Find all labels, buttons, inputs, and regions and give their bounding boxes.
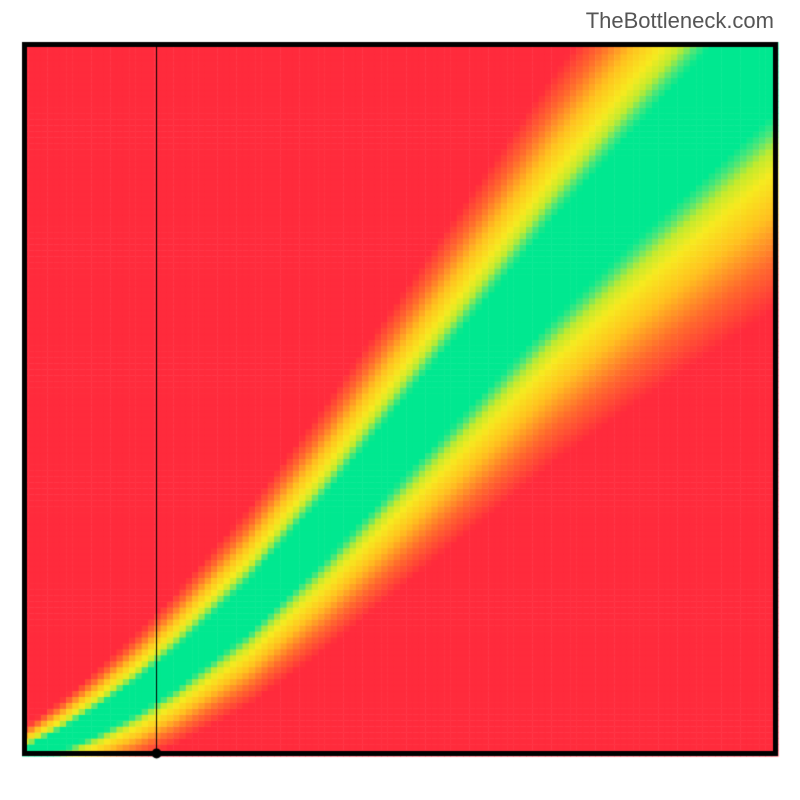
watermark-text: TheBottleneck.com [586, 8, 774, 34]
heatmap-chart [20, 40, 780, 784]
page-container: TheBottleneck.com [0, 0, 800, 800]
